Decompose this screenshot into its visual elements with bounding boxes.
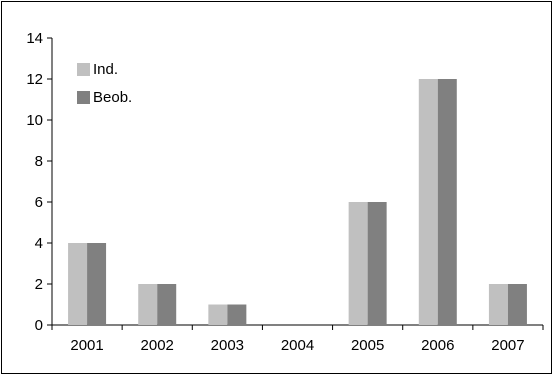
y-tick-label: 2 — [35, 276, 43, 293]
y-tick-label: 14 — [26, 30, 43, 47]
legend: Ind. Beob. — [77, 61, 132, 106]
legend-label: Beob. — [93, 89, 132, 106]
y-tick-label: 10 — [26, 112, 43, 129]
chart-frame: 0 2 4 6 8 10 12 14 2001 2002 2003 2004 2005 2006 2007 … — [1, 1, 552, 374]
legend-swatch — [77, 63, 90, 76]
y-tick-label: 4 — [35, 235, 43, 252]
bar-beob-2005 — [367, 202, 387, 325]
axes: 0 2 4 6 8 10 12 14 2001 2002 2003 2004 2005 2006 2007 — [26, 30, 544, 354]
bar-beob-2007 — [507, 284, 527, 325]
bars — [68, 79, 527, 325]
x-tick-label: 2001 — [70, 337, 103, 354]
legend-swatch — [77, 91, 90, 104]
legend-label: Ind. — [93, 61, 118, 78]
x-tick-label: 2007 — [491, 337, 524, 354]
bar-ind-2005 — [348, 202, 368, 325]
x-tick-label: 2003 — [211, 337, 244, 354]
bar-ind-2007 — [488, 284, 508, 325]
x-tick-label: 2005 — [351, 337, 384, 354]
x-tick-label: 2002 — [141, 337, 174, 354]
y-tick-label: 6 — [35, 194, 43, 211]
x-tick-label: 2004 — [281, 337, 314, 354]
bar-beob-2006 — [437, 79, 457, 325]
bar-ind-2001 — [68, 243, 88, 325]
bar-beob-2003 — [227, 304, 247, 325]
y-tick-label: 0 — [35, 317, 43, 334]
y-tick-label: 8 — [35, 153, 43, 170]
bar-ind-2002 — [138, 284, 158, 325]
bar-beob-2002 — [157, 284, 177, 325]
bar-beob-2001 — [87, 243, 107, 325]
bar-ind-2003 — [208, 304, 228, 325]
y-tick-label: 12 — [26, 71, 43, 88]
x-tick-label: 2006 — [421, 337, 454, 354]
bar-ind-2006 — [418, 79, 438, 325]
